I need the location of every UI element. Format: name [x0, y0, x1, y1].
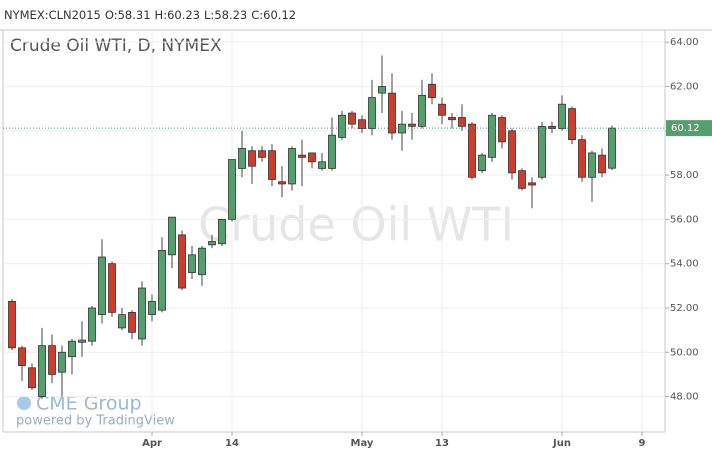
candle-body	[48, 345, 56, 375]
candle-body	[108, 263, 116, 313]
candle-body	[178, 234, 186, 289]
ohlc-value: 60.23	[167, 8, 200, 22]
x-tick-label: 9	[639, 438, 646, 449]
candle-body	[508, 130, 516, 174]
candle-body	[38, 345, 46, 397]
x-tick-label: May	[351, 438, 374, 449]
candle-body	[438, 103, 446, 116]
y-tick-label: 48.00	[670, 392, 699, 403]
candle-body	[98, 256, 106, 316]
candle-body	[138, 287, 146, 340]
x-tick-label: 13	[435, 438, 449, 449]
candle-body	[568, 108, 576, 141]
brand-note: powered by TradingView	[16, 414, 175, 429]
y-tick-label: 58.00	[670, 170, 699, 181]
y-tick-label: 54.00	[670, 259, 699, 270]
ohlc-label: C:	[251, 8, 263, 22]
candle-body	[518, 170, 526, 189]
candle-body	[498, 117, 506, 143]
candle-body	[158, 249, 166, 311]
x-tick-label: Jun	[552, 438, 571, 449]
brand: CME Group	[36, 393, 142, 415]
candle-body	[358, 119, 366, 129]
candle-body	[308, 152, 316, 163]
y-tick-label: 52.00	[670, 303, 699, 314]
candle-body	[288, 148, 296, 185]
candle-body	[118, 314, 126, 329]
ohlc-label: O:	[105, 8, 118, 22]
candle-body	[278, 181, 286, 185]
grid	[3, 30, 665, 432]
candle-body	[88, 307, 96, 342]
candle-body	[418, 94, 426, 127]
y-tick-label: 64.00	[670, 37, 699, 48]
candle-body	[478, 154, 486, 172]
candle-body	[378, 86, 386, 94]
candle-body	[68, 340, 76, 358]
candle-body	[8, 300, 16, 349]
candle-body	[58, 351, 66, 373]
candle-body	[338, 114, 346, 138]
candle-body	[598, 154, 606, 174]
candle-body	[28, 367, 36, 389]
y-tick-label: 62.00	[670, 81, 699, 92]
last-price-box	[666, 120, 712, 137]
candle-body	[348, 112, 356, 125]
y-tick-label: 56.00	[670, 214, 699, 225]
candle-body	[468, 123, 476, 178]
candle-body	[368, 97, 376, 129]
candle-body	[18, 347, 26, 366]
plot-frame	[2, 29, 666, 433]
candle-body	[248, 150, 256, 167]
candle-body	[428, 83, 436, 98]
candle-body	[148, 300, 156, 316]
candle-body	[238, 148, 246, 169]
candle-body	[538, 125, 546, 178]
symbol: NYMEX:CLN2015	[4, 8, 101, 22]
ohlc-label: L:	[204, 8, 214, 22]
candle-body	[218, 218, 226, 245]
y-tick-label: 50.00	[670, 347, 699, 358]
x-tick-label: Apr	[142, 438, 162, 449]
candle-body	[608, 127, 616, 169]
candle-body	[268, 150, 276, 180]
candle-body	[298, 154, 306, 158]
watermark: Crude Oil WTI	[198, 198, 514, 252]
candle-body	[528, 182, 536, 186]
candle-body	[578, 139, 586, 178]
ohlc-label: H:	[155, 8, 168, 22]
candle-body	[208, 241, 216, 246]
header-text: NYMEX:CLN2015 O:58.31 H:60.23 L:58.23 C:60.1…	[4, 8, 296, 22]
candle-body	[198, 247, 206, 276]
candle-body	[558, 103, 566, 129]
candle-body	[258, 150, 266, 158]
brand-logo	[17, 396, 31, 410]
ohlc-value: 60.12	[263, 8, 296, 22]
candle-body	[328, 134, 336, 169]
last-price-label: 60.12	[671, 123, 700, 134]
candle-body	[318, 161, 326, 169]
chart-title: Crude Oil WTI, D, NYMEX	[10, 36, 222, 56]
candle-body	[228, 159, 236, 220]
ohlc-value: 58.31	[118, 8, 151, 22]
candle-body	[488, 114, 496, 158]
x-tick-label: 14	[225, 438, 239, 449]
candle-body	[448, 117, 456, 121]
ohlc-value: 58.23	[214, 8, 247, 22]
candle-body	[588, 152, 596, 178]
candle-body	[388, 92, 396, 134]
candle-body	[168, 216, 176, 256]
candle-body	[128, 311, 136, 333]
candle-body	[78, 339, 86, 343]
candle-body	[458, 117, 466, 127]
candle-body	[408, 123, 416, 127]
candle-body	[188, 254, 196, 273]
header-bar	[0, 0, 712, 30]
